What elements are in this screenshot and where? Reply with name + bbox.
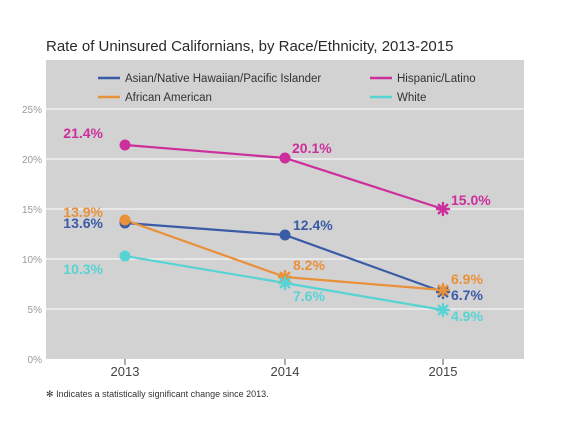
- data-point: [279, 152, 291, 164]
- x-tick-label: 2015: [429, 364, 458, 379]
- data-point: [279, 229, 291, 241]
- y-tick-label: 5%: [28, 305, 43, 316]
- legend-label: Hispanic/Latino: [397, 73, 476, 85]
- significance-stroke: [437, 284, 449, 296]
- chart-title: Rate of Uninsured Californians, by Race/…: [46, 38, 454, 55]
- significance-marker: [435, 282, 451, 298]
- significance-stroke: [279, 277, 291, 289]
- y-tick-label: 25%: [22, 105, 42, 116]
- data-label: 12.4%: [293, 217, 333, 233]
- data-label: 8.2%: [293, 257, 325, 273]
- data-label: 4.9%: [451, 308, 483, 324]
- significance-marker: [435, 302, 451, 318]
- data-label: 6.7%: [451, 287, 483, 303]
- y-tick-label: 15%: [22, 205, 42, 216]
- data-label: 20.1%: [292, 140, 332, 156]
- legend-label: Asian/Native Hawaiian/Pacific Islander: [125, 73, 321, 85]
- significance-stroke: [437, 304, 449, 316]
- legend: Asian/Native Hawaiian/Pacific Islander Hi…: [98, 73, 476, 104]
- significance-stroke: [437, 203, 449, 215]
- y-tick-label: 0%: [28, 355, 43, 366]
- x-tick-label: 2013: [111, 364, 140, 379]
- data-labels: 13.6% 12.4% 6.7% 21.4% 20.1% 15.0% 13.9% 8.2% 6.…: [63, 125, 491, 324]
- data-label: 7.6%: [293, 288, 325, 304]
- x-tick-label: 2014: [271, 364, 300, 379]
- data-point: [119, 139, 131, 151]
- significance-marker: [435, 201, 451, 217]
- y-axis: 0% 5% 10% 15% 20% 25%: [22, 105, 42, 366]
- data-point: [119, 250, 131, 262]
- significance-icon: ✻: [46, 389, 54, 399]
- data-label: 15.0%: [451, 192, 491, 208]
- data-label: 13.6%: [63, 215, 103, 231]
- footnote-text: Indicates a statistically significant ch…: [56, 389, 269, 399]
- series-markers: [119, 139, 451, 318]
- legend-label: White: [397, 92, 426, 104]
- significance-marker: [277, 275, 293, 291]
- data-label: 13.9%: [63, 204, 103, 220]
- data-label: 21.4%: [63, 125, 103, 141]
- y-tick-label: 10%: [22, 255, 42, 266]
- footnote: ✻ Indicates a statistically significant …: [46, 389, 269, 400]
- x-axis: 2013 2014 2015: [111, 359, 458, 379]
- data-label: 10.3%: [63, 261, 103, 277]
- y-tick-label: 20%: [22, 155, 42, 166]
- legend-label: African American: [125, 92, 212, 104]
- data-point: [119, 214, 131, 226]
- data-label: 6.9%: [451, 271, 483, 287]
